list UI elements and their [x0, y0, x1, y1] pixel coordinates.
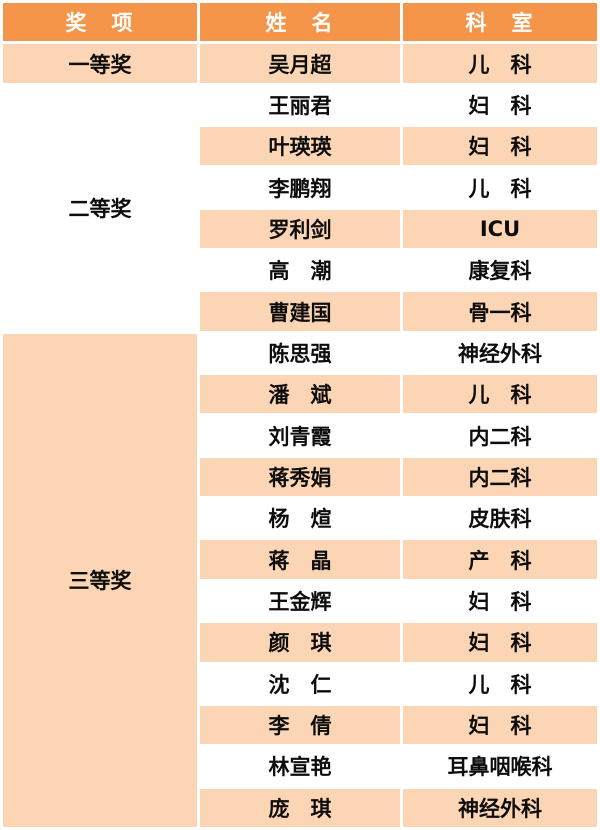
name-cell: 杨 煊 [200, 499, 400, 538]
table-row: 蒋 晶 产 科 [3, 540, 597, 579]
name-cell: 蒋 晶 [200, 540, 400, 579]
award-cell-first-prize: 一等奖 [3, 44, 197, 83]
table-row: 沈 仁 儿 科 [3, 664, 597, 703]
dept-cell: 耳鼻咽喉科 [403, 747, 597, 786]
dept-cell: 内二科 [403, 457, 597, 497]
table-row: 二等奖 王丽君 妇 科 [3, 85, 597, 331]
dept-cell: 妇 科 [403, 581, 597, 621]
table-row: 李 倩 妇 科 [3, 705, 597, 745]
header-dept: 科 室 [403, 3, 597, 42]
name-cell: 罗利剑 [200, 209, 400, 249]
table-row: 王金辉 妇 科 [3, 581, 597, 621]
table-row: 庞 琪 神经外科 [3, 788, 597, 827]
table-row: 颜 琪 妇 科 [3, 623, 597, 662]
table-row: 李鹏翔 儿 科 [3, 168, 597, 207]
table-row: 蒋秀娟 内二科 [3, 457, 597, 497]
name-cell: 吴月超 [200, 44, 400, 83]
table-row: 叶瑛瑛 妇 科 [3, 127, 597, 166]
dept-cell: 骨一科 [403, 292, 597, 331]
dept-cell: 儿 科 [403, 44, 597, 83]
name-cell: 王金辉 [200, 581, 400, 621]
dept-cell: 儿 科 [403, 664, 597, 703]
name-cell: 林宣艳 [200, 747, 400, 786]
dept-cell: 妇 科 [403, 85, 597, 125]
table-row: 潘 斌 儿 科 [3, 375, 597, 414]
name-cell: 蒋秀娟 [200, 457, 400, 497]
name-cell: 李鹏翔 [200, 168, 400, 207]
name-cell: 沈 仁 [200, 664, 400, 703]
name-cell: 潘 斌 [200, 375, 400, 414]
name-cell: 庞 琪 [200, 788, 400, 827]
name-cell: 曹建国 [200, 292, 400, 331]
table-row: 高 潮 康复科 [3, 251, 597, 290]
table-row: 林宣艳 耳鼻咽喉科 [3, 747, 597, 786]
award-cell-second-prize: 二等奖 [3, 85, 197, 331]
dept-cell: 妇 科 [403, 623, 597, 662]
table-row: 罗利剑 ICU [3, 209, 597, 249]
name-cell: 叶瑛瑛 [200, 127, 400, 166]
name-cell: 陈思强 [200, 333, 400, 373]
name-cell: 王丽君 [200, 85, 400, 125]
header-row: 奖 项 姓 名 科 室 [3, 3, 597, 42]
header-name: 姓 名 [200, 3, 400, 42]
name-cell: 李 倩 [200, 705, 400, 745]
dept-cell: 妇 科 [403, 127, 597, 166]
table-row: 一等奖 吴月超 儿 科 [3, 44, 597, 83]
dept-cell: 康复科 [403, 251, 597, 290]
dept-cell: 神经外科 [403, 333, 597, 373]
dept-cell: 神经外科 [403, 788, 597, 827]
table-row: 三等奖 陈思强 神经外科 [3, 333, 597, 827]
name-cell: 高 潮 [200, 251, 400, 290]
dept-cell: 儿 科 [403, 375, 597, 414]
table-row: 刘青霞 内二科 [3, 416, 597, 455]
name-cell: 刘青霞 [200, 416, 400, 455]
table-row: 杨 煊 皮肤科 [3, 499, 597, 538]
award-cell-third-prize: 三等奖 [3, 333, 197, 827]
dept-cell: 产 科 [403, 540, 597, 579]
name-cell: 颜 琪 [200, 623, 400, 662]
table-row: 曹建国 骨一科 [3, 292, 597, 331]
dept-cell: 内二科 [403, 416, 597, 455]
dept-cell: 皮肤科 [403, 499, 597, 538]
header-award: 奖 项 [3, 3, 197, 42]
dept-cell: 儿 科 [403, 168, 597, 207]
dept-cell: 妇 科 [403, 705, 597, 745]
dept-cell: ICU [403, 209, 597, 249]
